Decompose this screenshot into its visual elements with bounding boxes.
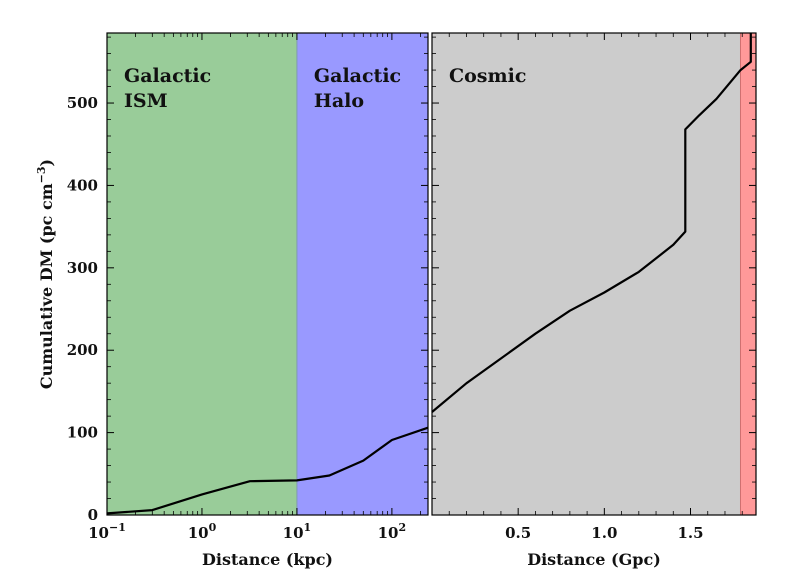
- region-label-cosmic-0-0: Cosmic: [449, 65, 526, 87]
- x-tick-label-galactic-2: 101: [283, 521, 312, 542]
- x-axis-label-galactic: Distance (kpc): [202, 550, 333, 569]
- tick-layer: [106, 33, 756, 516]
- plot-frame-cosmic: [431, 32, 757, 516]
- region-cosmic-1: [740, 33, 756, 515]
- x-tick-label-galactic-1: 100: [188, 521, 217, 542]
- x-tick-label-cosmic-2: 1.5: [677, 524, 703, 542]
- region-label-galactic-1-0: Galactic: [314, 65, 401, 87]
- y-tick-label-1: 100: [67, 424, 98, 442]
- x-tick-label-cosmic-1: 1.0: [591, 524, 617, 542]
- dm-curve-cosmic: [431, 33, 752, 413]
- y-tick-label-5: 500: [67, 94, 98, 112]
- region-label-galactic-0-0: Galactic: [124, 65, 211, 87]
- label-layer: Galactic ISM Galactic Halo 10−1 100 101 102 Dist…: [35, 65, 704, 569]
- curve-layer: [106, 33, 752, 515]
- region-label-galactic-0-1: ISM: [124, 90, 168, 112]
- region-galactic-0: [107, 33, 297, 515]
- y-tick-label-2: 200: [67, 341, 98, 359]
- y-tick-label-0: 0: [88, 506, 98, 524]
- x-tick-label-galactic-0: 10−1: [88, 521, 126, 542]
- region-cosmic-0: [432, 33, 741, 515]
- region-label-galactic-1-1: Halo: [314, 90, 364, 112]
- plot-frame-galactic: [106, 32, 429, 516]
- x-axis-label-cosmic: Distance (Gpc): [527, 550, 661, 569]
- y-tick-label-3: 300: [67, 259, 98, 277]
- frame-layer: [106, 32, 757, 516]
- x-tick-label-cosmic-0: 0.5: [505, 524, 531, 542]
- y-axis-label: Cumulative DM (pc cm−3): [35, 159, 56, 389]
- dm-curve-galactic: [106, 426, 429, 515]
- x-tick-label-galactic-3: 102: [378, 521, 407, 542]
- y-tick-label-4: 400: [67, 176, 98, 194]
- region-layer: [107, 33, 756, 515]
